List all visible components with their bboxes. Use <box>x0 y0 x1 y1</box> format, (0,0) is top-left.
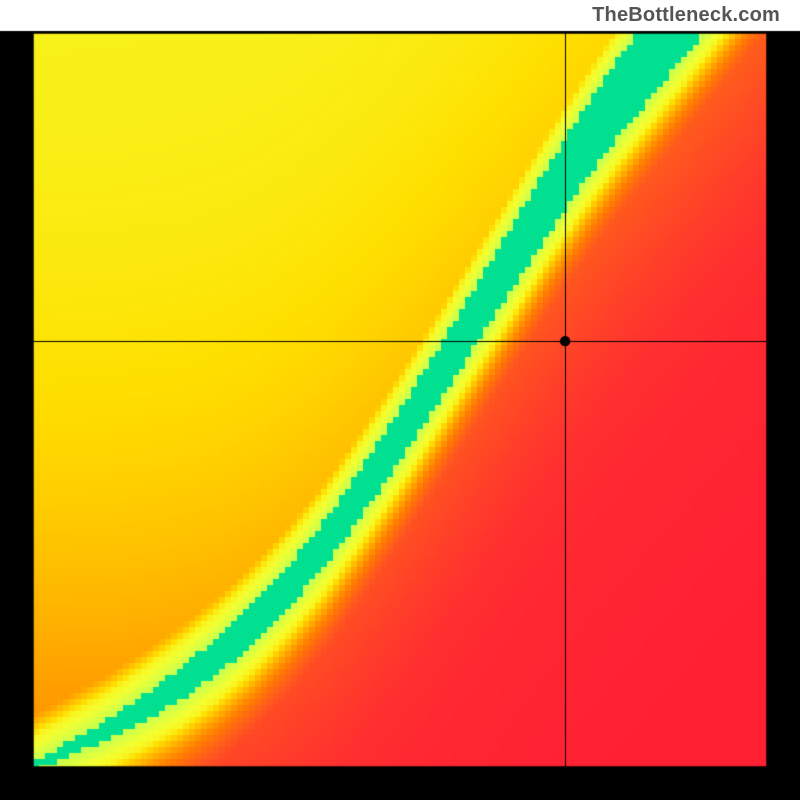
watermark-text: TheBottleneck.com <box>592 4 780 27</box>
bottleneck-heatmap <box>0 0 800 800</box>
chart-container: TheBottleneck.com <box>0 0 800 800</box>
